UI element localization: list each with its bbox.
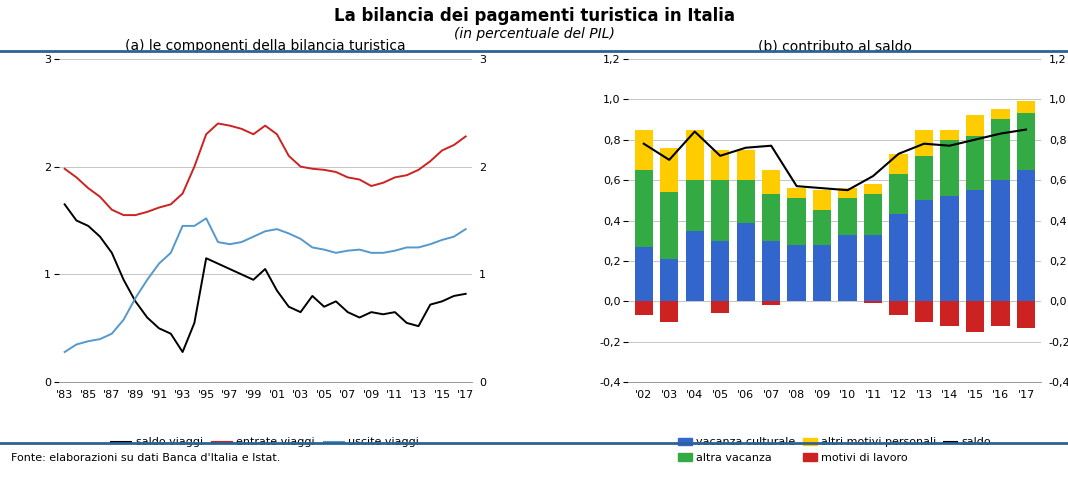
Bar [838, 235, 857, 301]
Bar [711, 241, 729, 301]
Bar [941, 140, 959, 196]
Bar [915, 129, 933, 156]
Bar [634, 129, 653, 170]
Bar [864, 235, 882, 301]
Bar [660, 301, 678, 321]
Text: Fonte: elaborazioni su dati Banca d'Italia e Istat.: Fonte: elaborazioni su dati Banca d'Ital… [11, 453, 280, 463]
Bar [686, 180, 704, 231]
Bar [634, 170, 653, 247]
Bar [737, 222, 755, 301]
Bar [864, 184, 882, 194]
Bar [991, 120, 1009, 180]
Text: (in percentuale del PIL): (in percentuale del PIL) [454, 27, 614, 41]
Bar [991, 301, 1009, 326]
Bar [890, 174, 908, 215]
Bar [711, 301, 729, 314]
Bar [965, 301, 985, 332]
Bar [813, 190, 831, 210]
Bar [761, 241, 781, 301]
Bar [813, 245, 831, 301]
Bar [660, 148, 678, 192]
Bar [965, 136, 985, 190]
Bar [864, 301, 882, 303]
Bar [941, 129, 959, 140]
Legend: vacanza culturale, altra vacanza, altri motivi personali, motivi di lavoro, sald: vacanza culturale, altra vacanza, altri … [674, 433, 995, 467]
Bar [737, 150, 755, 180]
Bar [761, 194, 781, 241]
Bar [890, 301, 908, 316]
Bar [838, 198, 857, 235]
Bar [1017, 301, 1035, 328]
Bar [890, 154, 908, 174]
Bar [737, 180, 755, 222]
Bar [660, 259, 678, 301]
Bar [787, 198, 806, 245]
Bar [660, 192, 678, 259]
Bar [864, 194, 882, 235]
Bar [965, 190, 985, 301]
Bar [1017, 170, 1035, 301]
Bar [686, 231, 704, 301]
Bar [838, 188, 857, 198]
Bar [915, 301, 933, 321]
Bar [686, 129, 704, 180]
Bar [915, 156, 933, 200]
Title: (b) contributo al saldo: (b) contributo al saldo [758, 40, 912, 53]
Bar [991, 109, 1009, 120]
Bar [1017, 101, 1035, 113]
Bar [761, 170, 781, 194]
Bar [787, 188, 806, 198]
Bar [711, 150, 729, 180]
Legend: saldo viaggi, entrate viaggi, uscite viaggi: saldo viaggi, entrate viaggi, uscite via… [107, 433, 424, 452]
Bar [941, 196, 959, 301]
Bar [813, 210, 831, 245]
Bar [965, 116, 985, 136]
Bar [915, 200, 933, 301]
Text: La bilancia dei pagamenti turistica in Italia: La bilancia dei pagamenti turistica in I… [333, 7, 735, 25]
Bar [711, 180, 729, 241]
Title: (a) le componenti della bilancia turistica: (a) le componenti della bilancia turisti… [125, 40, 406, 53]
Bar [941, 301, 959, 326]
Bar [991, 180, 1009, 301]
Bar [890, 215, 908, 301]
Bar [787, 245, 806, 301]
Bar [634, 247, 653, 301]
Bar [634, 301, 653, 316]
Bar [1017, 113, 1035, 170]
Bar [761, 301, 781, 305]
